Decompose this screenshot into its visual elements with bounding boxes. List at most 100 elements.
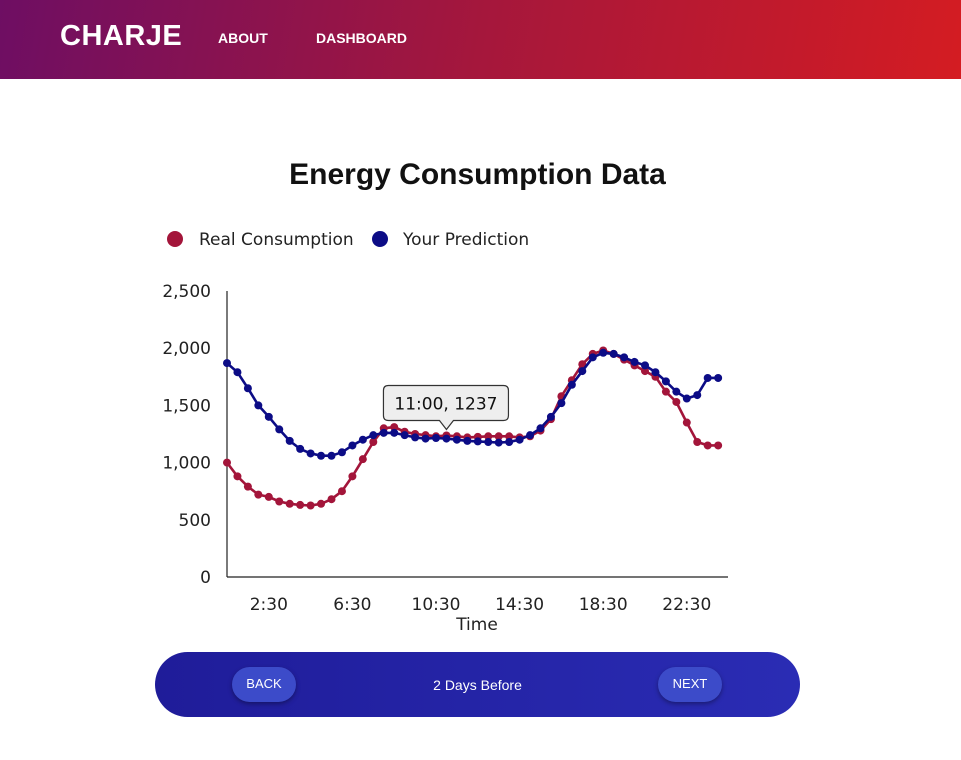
data-point (317, 451, 326, 460)
data-point (641, 367, 649, 376)
nav-link-about[interactable]: ABOUT (218, 30, 268, 46)
data-point (578, 367, 587, 376)
data-point (494, 438, 503, 447)
data-point (693, 438, 702, 447)
data-point (661, 377, 670, 386)
tooltip-label: 11:00, 1237 (394, 394, 497, 414)
data-point (567, 380, 576, 389)
data-point (473, 437, 482, 446)
data-point (296, 500, 305, 509)
data-point (400, 431, 409, 440)
x-tick-label: 2:30 (250, 595, 288, 615)
data-point (672, 387, 681, 396)
data-point (317, 499, 326, 508)
data-point (682, 418, 691, 427)
data-point (390, 423, 399, 432)
data-point (285, 499, 294, 508)
x-axis-title: Time (455, 615, 498, 635)
data-point (275, 497, 284, 506)
x-tick-label: 10:30 (412, 595, 461, 615)
data-point (233, 472, 242, 481)
data-point (661, 387, 670, 396)
data-point (693, 391, 702, 400)
data-point (714, 373, 723, 382)
data-point (536, 424, 545, 433)
x-tick-label: 6:30 (333, 595, 371, 615)
data-point (484, 432, 493, 441)
brand-logo[interactable]: CHARJE (60, 20, 183, 52)
data-point (223, 359, 231, 368)
data-point (306, 501, 315, 510)
data-point (369, 438, 378, 447)
data-point (703, 373, 712, 382)
x-tick-label: 22:30 (662, 595, 711, 615)
navbar: CHARJE ABOUT DASHBOARD (0, 0, 961, 79)
data-point (526, 431, 535, 440)
y-tick-label: 1,000 (162, 454, 211, 474)
data-point (254, 401, 263, 410)
data-point (306, 449, 315, 458)
data-point (463, 436, 472, 445)
data-point (672, 397, 681, 406)
data-point (703, 441, 712, 450)
x-tick-label: 14:30 (495, 595, 544, 615)
tooltip: 11:00, 1237 (382, 384, 510, 431)
data-point (243, 482, 252, 491)
data-point (358, 435, 367, 444)
x-tick-label: 18:30 (579, 595, 628, 615)
data-point (296, 444, 305, 453)
legend-marker (167, 231, 183, 247)
data-point (233, 368, 242, 377)
chart-title: Energy Consumption Data (289, 158, 666, 191)
data-point (609, 349, 618, 358)
y-tick-label: 2,000 (162, 339, 211, 359)
nav-link-dashboard[interactable]: DASHBOARD (316, 30, 407, 46)
legend-marker (372, 231, 388, 247)
data-point (505, 438, 514, 447)
data-point (588, 353, 597, 362)
y-tick-label: 500 (179, 511, 211, 531)
data-point (505, 432, 514, 441)
data-point (358, 455, 367, 464)
data-point (714, 441, 723, 450)
data-point (379, 428, 388, 437)
energy-consumption-chart: Real Consumption Your Prediction 0 500 1,000… (162, 230, 728, 635)
data-point (264, 492, 273, 501)
data-point (337, 487, 346, 496)
data-point (578, 360, 587, 369)
y-tick-label: 2,500 (162, 282, 211, 302)
data-point (411, 433, 420, 442)
y-tick-label: 1,500 (162, 396, 211, 416)
data-point (599, 348, 608, 357)
data-point (369, 431, 378, 440)
data-point (432, 434, 440, 443)
data-point (337, 448, 346, 457)
data-point (515, 435, 524, 444)
data-point (620, 353, 629, 362)
next-button[interactable]: NEXT (658, 667, 722, 702)
data-point (327, 495, 336, 504)
data-point (452, 435, 461, 444)
data-point (264, 412, 273, 421)
day-pager: BACK 2 Days Before NEXT (155, 652, 800, 717)
back-button[interactable]: BACK (232, 667, 296, 702)
data-point (682, 394, 691, 403)
data-point (651, 368, 660, 377)
data-point (243, 384, 252, 393)
tooltip-box (382, 384, 510, 431)
data-point (442, 434, 451, 443)
data-point (557, 399, 566, 408)
data-point (285, 436, 294, 445)
data-point (348, 472, 357, 481)
data-point (484, 438, 493, 447)
legend-label: Real Consumption (199, 230, 354, 250)
data-point (641, 361, 649, 370)
data-point (223, 458, 231, 467)
data-point (348, 441, 357, 450)
legend-label: Your Prediction (402, 230, 529, 250)
data-point (275, 425, 284, 434)
data-point (390, 428, 399, 437)
data-point (630, 357, 639, 366)
y-tick-label: 0 (200, 568, 211, 588)
period-label: 2 Days Before (433, 677, 522, 693)
